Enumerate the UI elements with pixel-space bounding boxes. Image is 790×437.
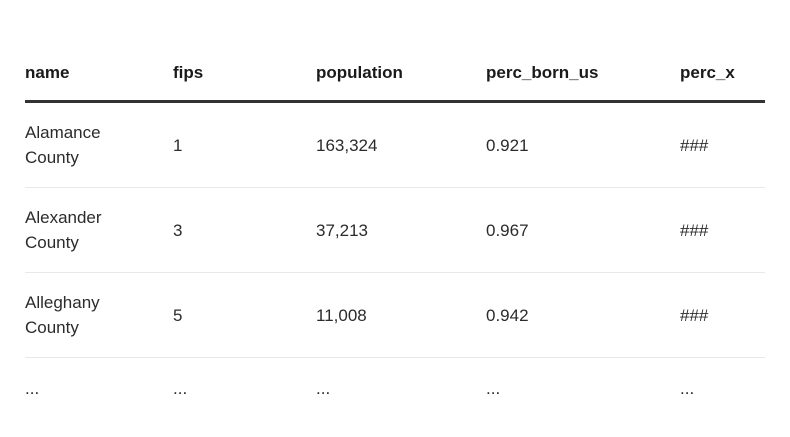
cell-perc-born-us: 0.921 (486, 102, 680, 188)
cell-population: 11,008 (316, 273, 486, 358)
cell-name: Alamance County (25, 102, 173, 188)
table-row: Alexander County 3 37,213 0.967 ### (25, 188, 765, 273)
column-header-population: population (316, 62, 486, 102)
cell-perc-born-us-ellipsis: ... (486, 358, 680, 437)
column-header-name: name (25, 62, 173, 102)
cell-perc-born-us: 0.942 (486, 273, 680, 358)
column-header-fips: fips (173, 62, 316, 102)
column-header-perc-x: perc_x (680, 62, 765, 102)
data-table: name fips population perc_born_us perc_x… (25, 62, 765, 437)
cell-perc-x: ### (680, 273, 765, 358)
cell-perc-born-us: 0.967 (486, 188, 680, 273)
cell-population: 37,213 (316, 188, 486, 273)
table-row: Alamance County 1 163,324 0.921 ### (25, 102, 765, 188)
cell-name-ellipsis: ... (25, 358, 173, 437)
cell-name: Alexander County (25, 188, 173, 273)
table-header-row: name fips population perc_born_us perc_x (25, 62, 765, 102)
cell-population-ellipsis: ... (316, 358, 486, 437)
cell-fips-ellipsis: ... (173, 358, 316, 437)
cell-fips: 3 (173, 188, 316, 273)
column-header-perc-born-us: perc_born_us (486, 62, 680, 102)
cell-perc-x: ### (680, 102, 765, 188)
cell-name: Alleghany County (25, 273, 173, 358)
cell-perc-x-ellipsis: ... (680, 358, 765, 437)
table-row-ellipsis: ... ... ... ... ... (25, 358, 765, 437)
cell-fips: 1 (173, 102, 316, 188)
cell-perc-x: ### (680, 188, 765, 273)
cell-population: 163,324 (316, 102, 486, 188)
cell-fips: 5 (173, 273, 316, 358)
table-row: Alleghany County 5 11,008 0.942 ### (25, 273, 765, 358)
